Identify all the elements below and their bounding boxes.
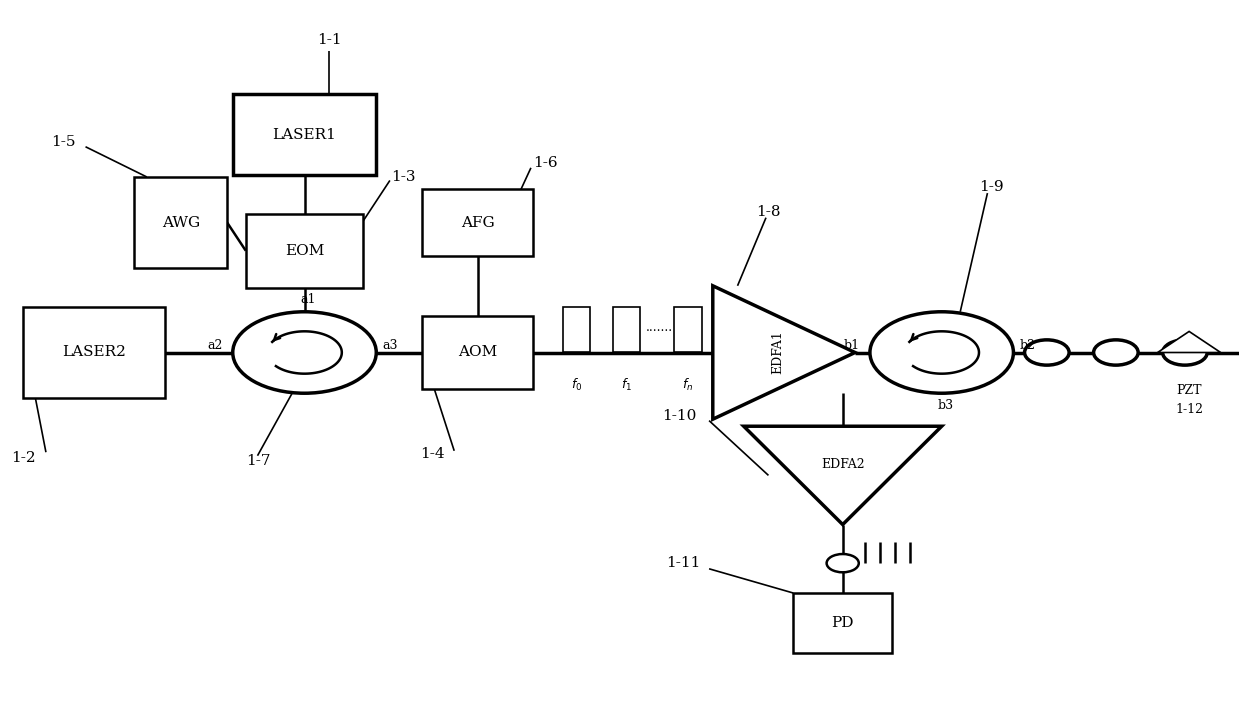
Bar [134, 177, 227, 268]
Polygon shape [1158, 331, 1220, 352]
Text: $f_1$: $f_1$ [620, 377, 631, 393]
Text: b2: b2 [1019, 339, 1035, 352]
Text: EDFA1: EDFA1 [771, 331, 784, 374]
Text: 1-4: 1-4 [419, 447, 444, 461]
Text: 1-12: 1-12 [1176, 403, 1203, 416]
Text: $f_n$: $f_n$ [682, 377, 693, 393]
Text: 1-6: 1-6 [533, 156, 558, 170]
Text: $f_0$: $f_0$ [570, 377, 583, 393]
Circle shape [827, 554, 859, 572]
Circle shape [1163, 340, 1208, 365]
Text: 1-8: 1-8 [756, 205, 781, 219]
Bar [675, 307, 702, 352]
Text: AWG: AWG [161, 216, 200, 230]
Text: b1: b1 [844, 339, 861, 352]
Text: 1-10: 1-10 [662, 409, 697, 423]
Text: .......: ....... [646, 321, 673, 334]
Bar [794, 593, 893, 653]
Bar [233, 94, 376, 175]
Text: 1-2: 1-2 [11, 450, 36, 465]
Text: a2: a2 [207, 339, 223, 352]
Polygon shape [744, 427, 941, 525]
Text: 1-5: 1-5 [51, 135, 76, 149]
Text: 1-1: 1-1 [317, 33, 341, 47]
Text: EOM: EOM [285, 244, 324, 258]
Text: 1-7: 1-7 [247, 454, 270, 468]
Text: AFG: AFG [461, 216, 495, 230]
Text: 1-3: 1-3 [391, 170, 415, 184]
Bar [422, 189, 533, 256]
Text: LASER1: LASER1 [273, 128, 336, 142]
Circle shape [870, 312, 1013, 393]
Circle shape [1094, 340, 1138, 365]
Text: 1-9: 1-9 [978, 180, 1003, 195]
Bar [24, 307, 165, 398]
Bar [563, 307, 590, 352]
Bar [422, 316, 533, 389]
Text: b3: b3 [937, 399, 954, 412]
Text: a3: a3 [382, 339, 398, 352]
Text: LASER2: LASER2 [62, 345, 126, 360]
Text: 1-11: 1-11 [666, 556, 701, 570]
Text: PZT: PZT [1177, 384, 1202, 397]
Text: AOM: AOM [458, 345, 497, 360]
Text: EDFA2: EDFA2 [821, 458, 864, 472]
Circle shape [233, 312, 376, 393]
Text: PD: PD [832, 616, 854, 630]
Polygon shape [713, 286, 856, 419]
Bar [613, 307, 640, 352]
Bar [246, 214, 363, 288]
Text: a1: a1 [300, 293, 316, 306]
Circle shape [1024, 340, 1069, 365]
